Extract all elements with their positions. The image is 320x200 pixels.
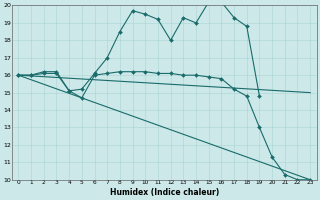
X-axis label: Humidex (Indice chaleur): Humidex (Indice chaleur) (110, 188, 219, 197)
